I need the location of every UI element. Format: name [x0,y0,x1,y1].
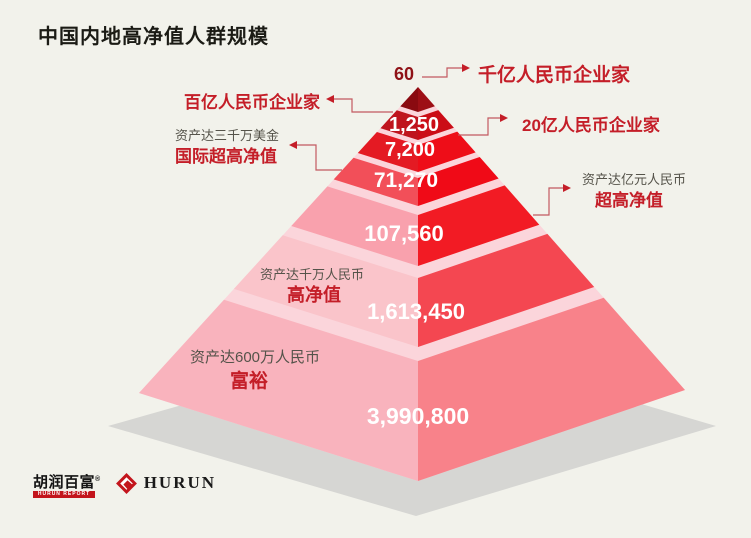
tier-5-right-face [418,185,540,266]
connector-line-tier2 [334,98,393,113]
hurun-report-logo: 胡润百富® HURUN REPORT [33,472,101,498]
page-title: 中国内地高净值人群规模 [38,26,269,48]
tier-7-right-face [418,297,685,481]
arrow-left-icon [289,141,297,149]
tier-4-value: 71,270 [374,169,438,192]
tier-4-left-face [333,157,418,206]
tier-2-left-face [380,110,418,140]
arrow-left-icon [326,95,334,103]
label-tier4-description: 资产达三千万美金 [175,128,280,143]
connector-line-tier5 [533,187,563,216]
tier-3-value: 7,200 [385,139,435,161]
hurun-report-logo-text: 胡润百富 [33,474,96,491]
connector-line-tier3 [458,117,500,136]
connector-line-tier1 [422,67,462,78]
tier-6-value: 1,613,450 [367,299,465,324]
hurun-report-logo-subtitle: HURUN REPORT [33,491,95,498]
arrow-right-icon [563,184,571,192]
tier-5-value: 107,560 [364,221,444,246]
tier-1-value: 60 [394,64,414,84]
tier-4-right-face [418,157,499,206]
label-tier5-right: 超高净值 [595,191,663,210]
arrow-right-icon [462,64,470,72]
tier-3-left-face [357,132,418,172]
label-tier6-description: 资产达千万人民币 [260,267,365,282]
tier-6-left-face [233,235,418,347]
label-tier2-left: 百亿人民币企业家 [184,93,320,112]
label-tier7-description: 资产达600万人民币 [190,349,321,366]
tier-2-right-face [418,110,454,140]
tier-3-right-face [418,131,476,172]
tier-7-left-face [139,299,418,481]
label-tier3-right: 20亿人民币企业家 [522,116,660,135]
tier-1-left-face [400,87,418,112]
tier-5-left-face [291,186,418,266]
arrow-right-icon [500,114,508,122]
tier-2-value: 1,250 [389,114,439,136]
registered-mark-icon: ® [95,476,101,483]
tier-1-right-face [418,87,435,112]
label-tier6-on-face: 高净值 [287,285,341,305]
footer-logos: 胡润百富® HURUN REPORT HURUN [33,472,216,498]
tier-6-right-face [418,233,595,347]
connector-line-tier4 [297,144,342,171]
hurun-diamond-icon [115,473,137,494]
label-tier5-description: 资产达亿元人民币 [582,172,687,187]
label-tier7-on-face: 富裕 [230,371,269,392]
label-tier4-left: 国际超高净值 [175,147,277,166]
hurun-brand-name: HURUN [143,473,217,492]
label-tier1-right: 千亿人民币企业家 [478,65,631,86]
tier-7-value: 3,990,800 [367,403,469,429]
